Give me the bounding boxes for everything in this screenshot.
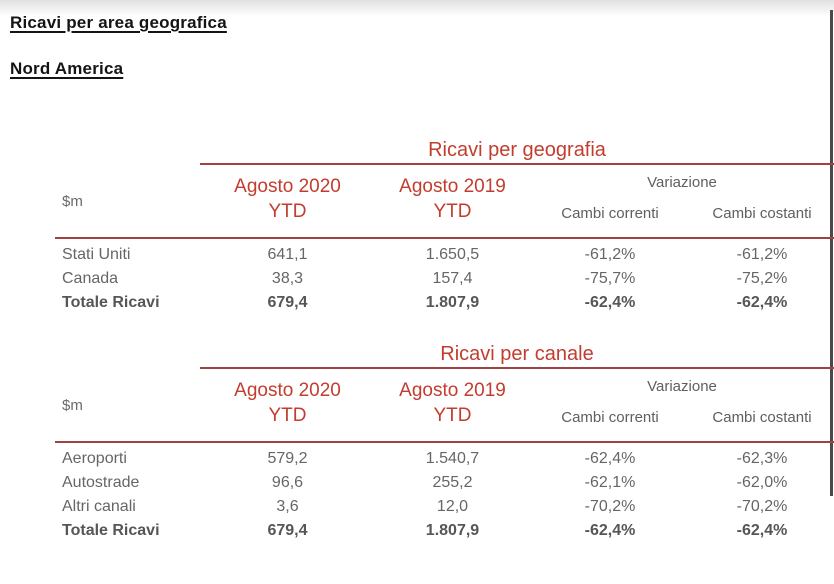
row-label: Autostrade xyxy=(62,474,140,491)
table-row: Aeroporti 579,2 1.540,7 -62,4% -62,3% xyxy=(55,447,834,471)
cell-ytd-2020: 38,3 xyxy=(271,270,304,287)
table-channel-title: Ricavi per canale xyxy=(200,342,834,369)
cell-var-constant: -61,2% xyxy=(736,246,788,263)
table-geography: Ricavi per geografia $m Agosto 2020 YTD … xyxy=(55,138,834,315)
cell-var-constant: -62,4% xyxy=(736,522,788,539)
cell-ytd-2019: 1.650,5 xyxy=(425,246,480,263)
table-channel-body: Aeroporti 579,2 1.540,7 -62,4% -62,3% Au… xyxy=(55,443,834,543)
cell-var-current: -62,4% xyxy=(584,522,636,539)
table-row: Altri canali 3,6 12,0 -70,2% -70,2% xyxy=(55,495,834,519)
cell-var-constant: -62,0% xyxy=(736,474,788,491)
variation-group-header: Variazione Cambi correnti Cambi costanti xyxy=(530,369,834,441)
cell-ytd-2020: 679,4 xyxy=(267,294,308,311)
variation-group-header: Variazione Cambi correnti Cambi costanti xyxy=(530,165,834,237)
table-row: Autostrade 96,6 255,2 -62,1% -62,0% xyxy=(55,471,834,495)
table-geography-body: Stati Uniti 641,1 1.650,5 -61,2% -61,2% … xyxy=(55,239,834,315)
row-label: Stati Uniti xyxy=(62,246,131,263)
table-channel: Ricavi per canale $m Agosto 2020 YTD Ago… xyxy=(55,342,834,543)
table-row: Canada 38,3 157,4 -75,7% -75,2% xyxy=(55,267,834,291)
unit-label: $m xyxy=(62,396,83,414)
column-header-aug2020: Agosto 2020 YTD xyxy=(200,165,375,237)
page-edge-divider xyxy=(830,10,833,496)
column-header-aug2020-line2: YTD xyxy=(268,201,307,222)
cell-ytd-2020: 679,4 xyxy=(267,522,308,539)
column-header-aug2020-line1: Agosto 2020 xyxy=(234,380,341,401)
top-shadow-gradient xyxy=(0,0,834,16)
unit-label: $m xyxy=(62,192,83,210)
column-header-aug2019-line1: Agosto 2019 xyxy=(399,380,506,401)
row-label: Totale Ricavi xyxy=(62,522,160,539)
row-label: Totale Ricavi xyxy=(62,294,160,311)
column-header-constant-fx: Cambi costanti xyxy=(712,205,812,222)
cell-ytd-2020: 96,6 xyxy=(271,474,304,491)
variation-subheaders: Cambi correnti Cambi costanti xyxy=(530,205,834,222)
cell-var-current: -61,2% xyxy=(584,246,636,263)
variation-label: Variazione xyxy=(647,378,717,395)
cell-var-current: -70,2% xyxy=(584,498,636,515)
table-row: Stati Uniti 641,1 1.650,5 -61,2% -61,2% xyxy=(55,243,834,267)
cell-ytd-2019: 255,2 xyxy=(432,474,473,491)
cell-var-current: -75,7% xyxy=(584,270,636,287)
table-geography-title: Ricavi per geografia xyxy=(200,138,834,165)
cell-ytd-2019: 12,0 xyxy=(436,498,469,515)
cell-ytd-2019: 1.807,9 xyxy=(425,294,480,311)
column-header-aug2019: Agosto 2019 YTD xyxy=(375,369,530,441)
column-header-aug2020-line1: Agosto 2020 xyxy=(234,176,341,197)
cell-ytd-2020: 641,1 xyxy=(267,246,308,263)
column-header-aug2019: Agosto 2019 YTD xyxy=(375,165,530,237)
table-row-total: Totale Ricavi 679,4 1.807,9 -62,4% -62,4… xyxy=(55,291,834,315)
cell-var-constant: -62,3% xyxy=(736,450,788,467)
column-header-current-fx: Cambi correnti xyxy=(561,409,659,426)
row-label: Aeroporti xyxy=(62,450,127,467)
variation-subheaders: Cambi correnti Cambi costanti xyxy=(530,409,834,426)
cell-var-constant: -75,2% xyxy=(736,270,788,287)
table-geography-header: $m Agosto 2020 YTD Agosto 2019 YTD Varia… xyxy=(55,165,834,239)
cell-ytd-2020: 3,6 xyxy=(276,498,299,515)
cell-var-constant: -62,4% xyxy=(736,294,788,311)
row-label: Canada xyxy=(62,270,119,287)
row-label: Altri canali xyxy=(62,498,136,515)
cell-ytd-2020: 579,2 xyxy=(267,450,308,467)
cell-var-constant: -70,2% xyxy=(736,498,788,515)
cell-ytd-2019: 1.807,9 xyxy=(425,522,480,539)
cell-ytd-2019: 157,4 xyxy=(432,270,473,287)
column-header-aug2019-line2: YTD xyxy=(433,201,472,222)
cell-var-current: -62,4% xyxy=(584,294,636,311)
column-header-current-fx: Cambi correnti xyxy=(561,205,659,222)
column-header-aug2019-line2: YTD xyxy=(433,405,472,426)
cell-ytd-2019: 1.540,7 xyxy=(425,450,480,467)
cell-var-current: -62,1% xyxy=(584,474,636,491)
cell-var-current: -62,4% xyxy=(584,450,636,467)
column-header-aug2019-line1: Agosto 2019 xyxy=(399,176,506,197)
table-row-total: Totale Ricavi 679,4 1.807,9 -62,4% -62,4… xyxy=(55,519,834,543)
table-channel-header: $m Agosto 2020 YTD Agosto 2019 YTD Varia… xyxy=(55,369,834,443)
column-header-aug2020-line2: YTD xyxy=(268,405,307,426)
variation-label: Variazione xyxy=(647,174,717,191)
page-subtitle: Nord America xyxy=(10,59,124,78)
column-header-aug2020: Agosto 2020 YTD xyxy=(200,369,375,441)
page-title: Ricavi per area geografica xyxy=(10,13,227,32)
column-header-constant-fx: Cambi costanti xyxy=(712,409,812,426)
